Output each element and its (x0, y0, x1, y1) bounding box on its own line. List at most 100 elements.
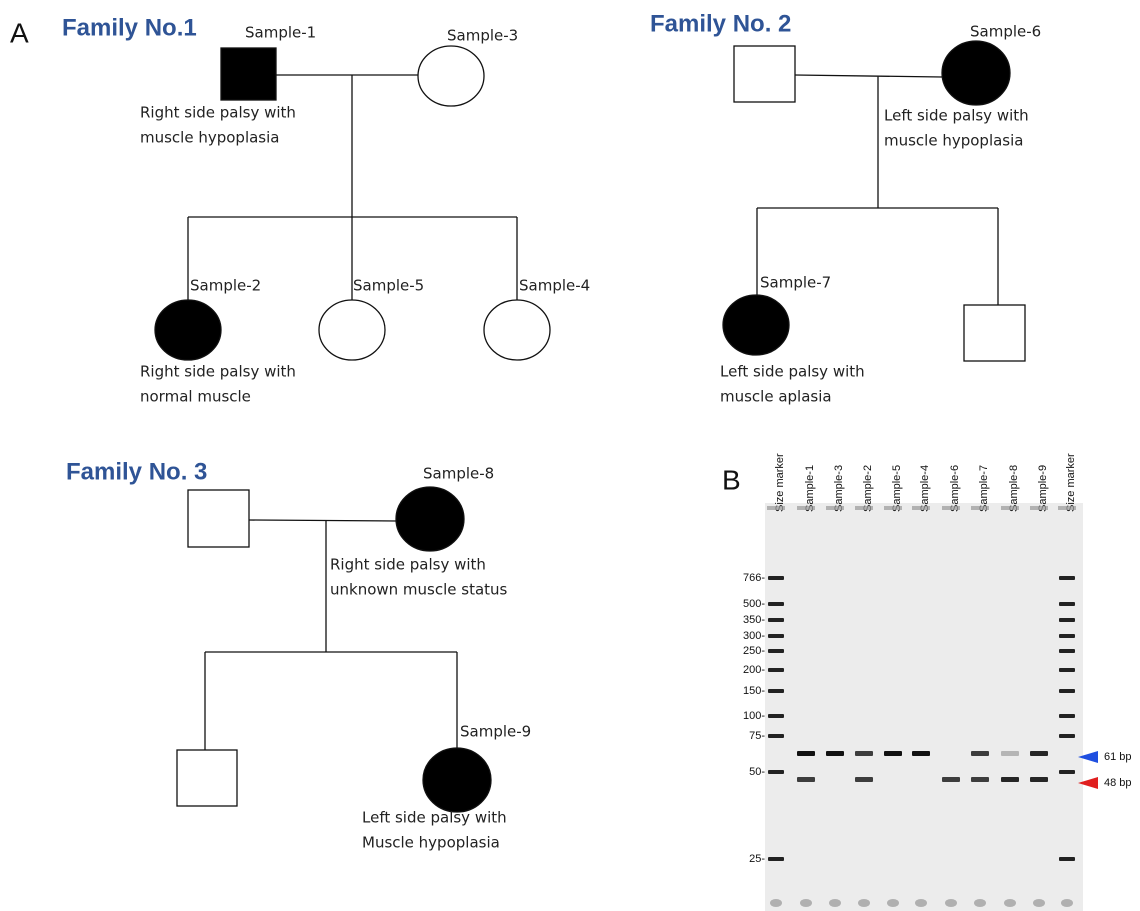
male (734, 46, 795, 102)
sample-label: Sample-5 (353, 277, 424, 295)
note: normal muscle (140, 388, 251, 406)
size-marker-label: 50- (749, 766, 765, 778)
family-title: Family No. 3 (66, 458, 207, 485)
well (971, 506, 989, 510)
band-48 (942, 777, 960, 782)
note: Left side palsy with (884, 107, 1029, 125)
lane-label: Sample-1 (804, 465, 816, 512)
band-61 (826, 751, 844, 756)
note: muscle hypoplasia (140, 129, 279, 147)
lane-label: Size marker (1065, 453, 1077, 512)
ladder-band (1059, 602, 1075, 606)
panel-label: B (722, 464, 741, 495)
size-marker-label: 350- (743, 614, 765, 626)
affected-female (942, 41, 1010, 105)
well (912, 506, 930, 510)
size-marker-label: 200- (743, 664, 765, 676)
ladder-band (768, 602, 784, 606)
ladder-band (768, 770, 784, 774)
ladder-band (1059, 857, 1075, 861)
lane-label: Sample-4 (919, 465, 931, 512)
sample-label: Sample-8 (423, 465, 494, 483)
dye-front (829, 899, 841, 907)
band-61 (1030, 751, 1048, 756)
affected-female (155, 300, 221, 360)
sample-label: Sample-3 (447, 27, 518, 45)
note: unknown muscle status (330, 581, 508, 599)
ladder-band (768, 668, 784, 672)
ladder-band (1059, 618, 1075, 622)
ladder-band (768, 576, 784, 580)
affected-female (723, 295, 789, 355)
ladder-band (768, 618, 784, 622)
dye-front (770, 899, 782, 907)
size-marker-label: 75- (749, 730, 765, 742)
dye-front (1004, 899, 1016, 907)
band-61 (912, 751, 930, 756)
note: Muscle hypoplasia (362, 834, 500, 852)
size-marker-label: 250- (743, 645, 765, 657)
family-title: Family No.1 (62, 14, 197, 41)
band-label: 61 bp (1104, 751, 1132, 763)
ladder-band (1059, 634, 1075, 638)
gel-image (765, 503, 1083, 911)
figure: A Family No.1 Sample-1 Right side palsy … (0, 0, 1140, 911)
pedigree-line (205, 520, 457, 750)
dye-front (1033, 899, 1045, 907)
female (319, 300, 385, 360)
band-61 (884, 751, 902, 756)
size-marker-label: 766- (743, 572, 765, 584)
sample-label: Sample-6 (970, 23, 1041, 41)
ladder-band (1059, 649, 1075, 653)
lane-label: Sample-3 (833, 465, 845, 512)
sample-label: Sample-1 (245, 24, 316, 42)
band-61 (1001, 751, 1019, 756)
dye-front (800, 899, 812, 907)
well (942, 506, 960, 510)
lane-label: Sample-2 (862, 465, 874, 512)
lane-label: Sample-9 (1037, 465, 1049, 512)
dye-front (858, 899, 870, 907)
band-48 (971, 777, 989, 782)
ladder-band (1059, 734, 1075, 738)
size-marker-label: 150- (743, 685, 765, 697)
lane-label: Size marker (774, 453, 786, 512)
lane-label: Sample-8 (1008, 465, 1020, 512)
ladder-band (1059, 576, 1075, 580)
note: Left side palsy with (362, 809, 507, 827)
dye-front (915, 899, 927, 907)
band-48 (797, 777, 815, 782)
ladder-band (1059, 689, 1075, 693)
band-48 (1001, 777, 1019, 782)
affected-female (396, 487, 464, 551)
well (855, 506, 873, 510)
male (177, 750, 237, 806)
well (826, 506, 844, 510)
well (1030, 506, 1048, 510)
note: Left side palsy with (720, 363, 865, 381)
ladder-band (768, 634, 784, 638)
ladder-band (768, 649, 784, 653)
band-48 (855, 777, 873, 782)
sample-label: Sample-7 (760, 274, 831, 292)
well (797, 506, 815, 510)
ladder-band (768, 714, 784, 718)
well (767, 506, 785, 510)
dye-front (974, 899, 986, 907)
ladder-band (1059, 770, 1075, 774)
well (1001, 506, 1019, 510)
male (964, 305, 1025, 361)
ladder-band (768, 689, 784, 693)
sample-label: Sample-4 (519, 277, 590, 295)
dye-front (945, 899, 957, 907)
sample-label: Sample-2 (190, 277, 261, 295)
ladder-band (1059, 714, 1075, 718)
lane-label: Sample-6 (949, 465, 961, 512)
dye-front (887, 899, 899, 907)
ladder-band (1059, 668, 1075, 672)
band-48 (1030, 777, 1048, 782)
note: Right side palsy with (140, 104, 296, 122)
ladder-band (768, 734, 784, 738)
well (1058, 506, 1076, 510)
band-61 (971, 751, 989, 756)
